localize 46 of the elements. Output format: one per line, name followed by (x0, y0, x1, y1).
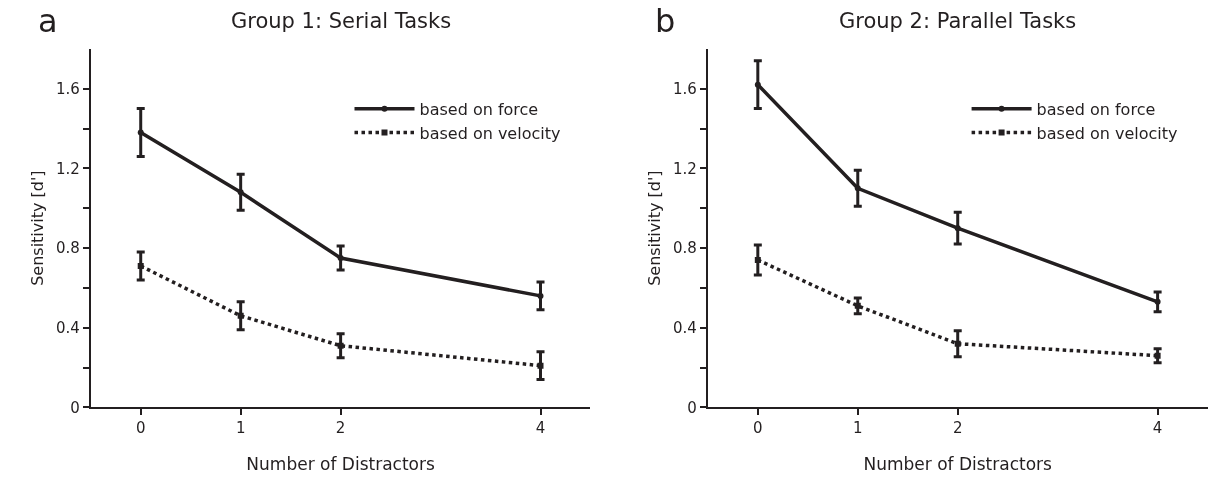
x-tick-label: 0 (135, 419, 146, 438)
text: a (38, 2, 58, 40)
point (954, 225, 961, 232)
chart-title: Group 2: Parallel Tasks (839, 9, 1077, 33)
y-tick-label: 1.6 (672, 79, 697, 98)
x-tick-label: 1 (853, 419, 863, 438)
legend-label: based on force (1036, 99, 1156, 119)
point (237, 189, 244, 196)
point (954, 340, 961, 347)
x-axis-title: Number of Distractors (246, 454, 435, 475)
y-tick-label: 0.8 (55, 239, 80, 258)
y-tick-label: 0.4 (55, 319, 80, 338)
y-axis-title: Sensitivity [d'] (28, 170, 48, 286)
point (537, 362, 544, 369)
point (1154, 352, 1161, 359)
point (137, 129, 144, 136)
x-tick-label: 1 (235, 419, 246, 438)
x-tick-label: 4 (1152, 419, 1163, 438)
x-tick-label: 2 (335, 419, 346, 438)
x-tick-label: 2 (952, 419, 963, 438)
point (137, 263, 144, 269)
legend-label: based on force (419, 99, 539, 119)
point (337, 342, 344, 349)
point (537, 292, 544, 299)
x-tick-label: 0 (753, 419, 763, 438)
point (854, 185, 861, 192)
y-tick-label: 0.4 (672, 319, 697, 338)
legend-label: based on velocity (419, 123, 561, 143)
text: b (655, 2, 676, 40)
legend-label: based on velocity (1036, 123, 1178, 143)
point (337, 255, 344, 262)
x-tick-label: 4 (535, 419, 546, 438)
point (854, 302, 861, 309)
point (237, 312, 244, 319)
y-tick-label: 1.2 (55, 159, 80, 178)
y-axis-title: Sensitivity [d'] (645, 170, 665, 286)
y-tick-label: 0 (687, 398, 697, 417)
point (754, 81, 761, 88)
y-tick-label: 0.8 (672, 239, 697, 258)
point (1154, 298, 1161, 305)
chart-title: Group 1: Serial Tasks (231, 9, 452, 33)
y-tick-label: 1.2 (672, 159, 697, 178)
point (754, 257, 761, 264)
x-axis-title: Number of Distractors (863, 454, 1053, 475)
y-tick-label: 1.6 (55, 79, 80, 98)
y-tick-label: 0 (70, 398, 80, 417)
